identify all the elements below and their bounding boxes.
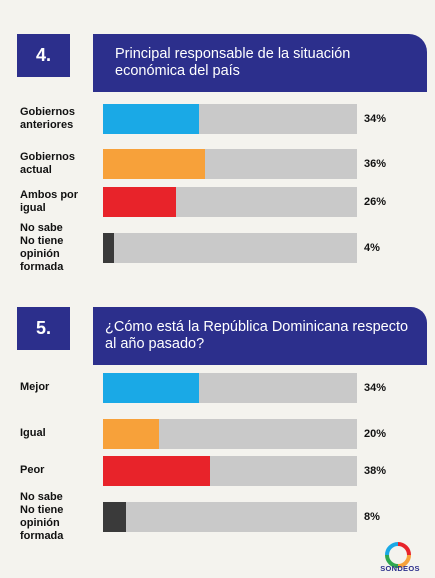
category-label-text: No sabe No tiene opinión formada: [20, 490, 64, 543]
value-label: 4%: [364, 242, 380, 254]
value-label: 36%: [364, 158, 387, 170]
question-title-5: ¿Cómo está la República Dominicana respe…: [93, 307, 427, 365]
bar-track: [103, 373, 357, 403]
bar-track: [103, 149, 357, 179]
bar-track: [103, 233, 357, 263]
value-label: 38%: [364, 465, 387, 477]
category-label: Gobiernos actual: [20, 150, 105, 178]
category-label-text: Ambos por igual: [20, 188, 79, 214]
bar-track: [103, 104, 357, 134]
question-title-4-text: Principal responsable de la situación ec…: [115, 46, 351, 79]
category-label-text: No sabe No tiene opinión formada: [20, 221, 64, 274]
value-label: 26%: [364, 196, 387, 208]
question-number-5: 5.: [17, 307, 70, 350]
category-label-text: Mejor: [20, 381, 50, 394]
bar-track: [103, 456, 357, 486]
bar: [103, 373, 199, 403]
bar: [103, 419, 160, 449]
category-label: Igual: [20, 427, 105, 441]
category-label: Peor: [20, 464, 105, 478]
value-label: 34%: [364, 113, 387, 125]
bar-track: [103, 502, 357, 532]
bar: [103, 149, 205, 179]
bar: [103, 104, 199, 134]
value-label: 20%: [364, 428, 387, 440]
category-label: No sabe No tiene opinión formada: [20, 491, 105, 543]
category-label: No sabe No tiene opinión formada: [20, 222, 105, 274]
bar: [103, 456, 211, 486]
category-label: Gobiernos anteriores: [20, 105, 105, 133]
question-title-5-text: ¿Cómo está la República Dominicana respe…: [105, 319, 409, 352]
bar: [103, 233, 115, 263]
value-label: 8%: [364, 511, 380, 523]
bar: [103, 502, 126, 532]
category-label: Mejor: [20, 381, 105, 395]
value-label: 34%: [364, 382, 387, 394]
sondeos-logo-icon: [385, 542, 411, 568]
category-label-text: Gobiernos anteriores: [20, 105, 76, 131]
bar: [103, 187, 177, 217]
category-label-text: Igual: [20, 427, 46, 440]
category-label-text: Peor: [20, 464, 45, 477]
question-number-4: 4.: [17, 34, 70, 77]
category-label: Ambos por igual: [20, 189, 105, 214]
category-label-text: Gobiernos actual: [20, 150, 76, 176]
bar-track: [103, 187, 357, 217]
bar-track: [103, 419, 357, 449]
question-title-4: Principal responsable de la situación ec…: [93, 34, 427, 92]
logo-text: SONDEOS: [380, 564, 420, 573]
